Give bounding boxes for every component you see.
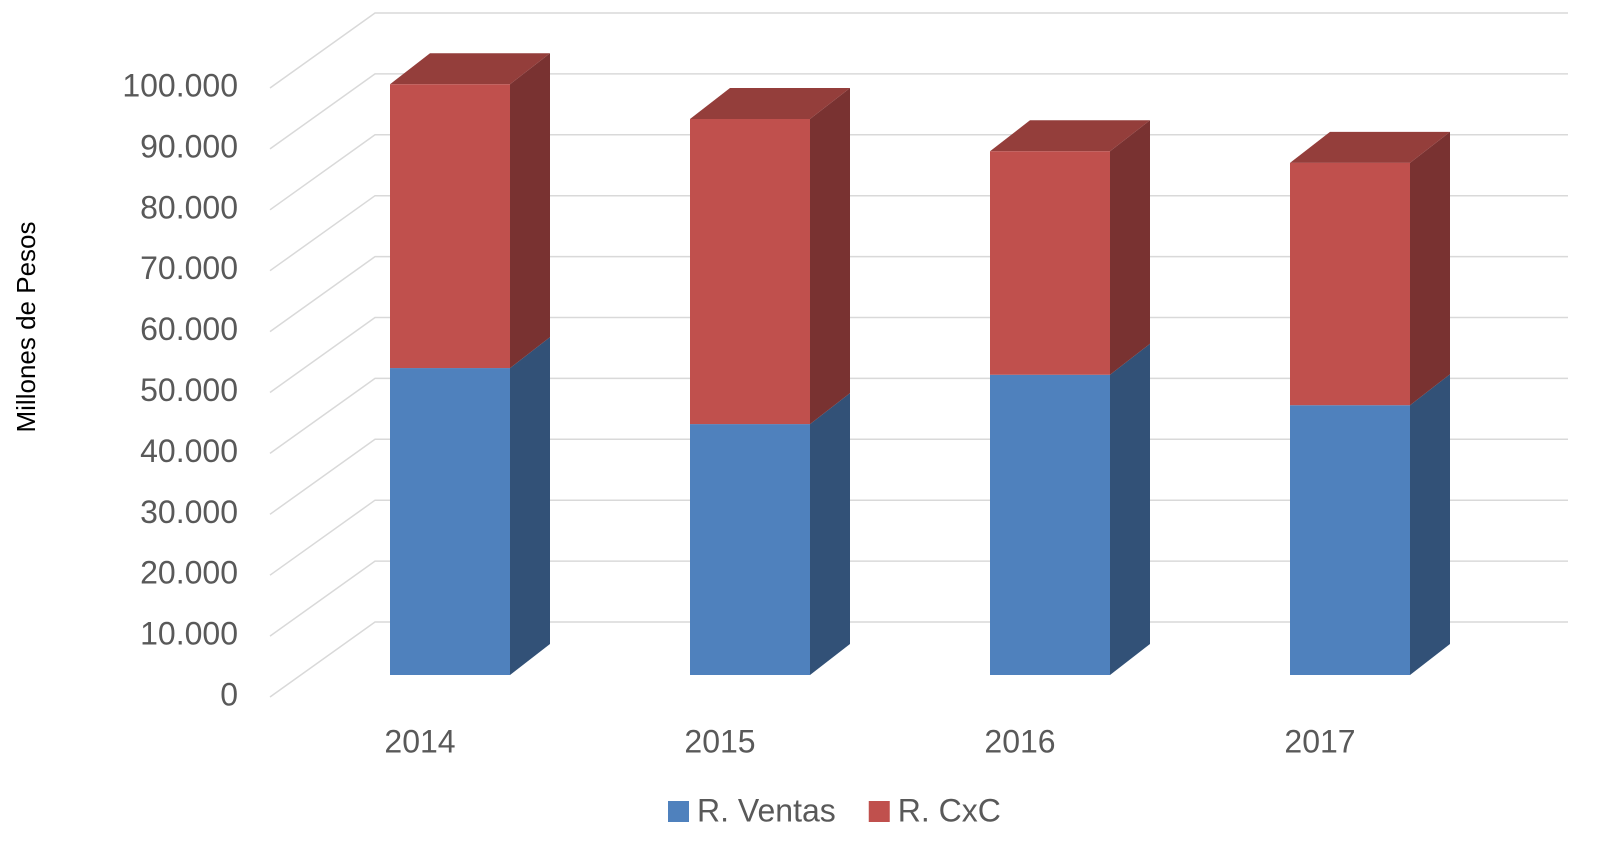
grid-line <box>269 134 1568 211</box>
bar-side <box>1410 374 1450 675</box>
bar <box>690 424 810 675</box>
y-axis-label: Millones de Pesos <box>11 222 41 433</box>
bar <box>990 151 1110 375</box>
y-tick-label: 90.000 <box>140 128 238 164</box>
bar <box>390 368 510 675</box>
grid-line <box>269 560 1568 637</box>
y-tick-label: 80.000 <box>140 189 238 225</box>
x-tick-label: 2016 <box>984 723 1055 759</box>
grid-line <box>269 316 1568 394</box>
x-tick-label: 2017 <box>1284 723 1355 759</box>
grid-line <box>269 621 1568 698</box>
grid-line <box>269 255 1568 333</box>
legend-label: R. Ventas <box>697 792 836 828</box>
bar-side <box>1110 120 1150 375</box>
legend-swatch <box>868 801 890 822</box>
y-tick-label: 30.000 <box>140 494 238 530</box>
bar <box>1290 405 1410 675</box>
bar <box>990 374 1110 675</box>
bar-top <box>990 120 1150 152</box>
y-tick-label: 0 <box>220 676 238 712</box>
grid-line <box>269 73 1568 150</box>
bar-side <box>1110 343 1150 675</box>
y-tick-label: 70.000 <box>140 250 238 286</box>
y-tick-label: 100.000 <box>122 67 238 103</box>
y-tick-label: 40.000 <box>140 433 238 469</box>
bar <box>1290 162 1410 406</box>
legend-label: R. CxC <box>898 792 1001 828</box>
grid-line <box>269 438 1568 515</box>
y-tick-label: 10.000 <box>140 616 238 652</box>
x-tick-label: 2014 <box>384 723 455 759</box>
grid-line <box>269 377 1568 455</box>
grid-line <box>269 194 1568 272</box>
bar-side <box>810 393 850 675</box>
legend-swatch <box>668 801 689 822</box>
x-tick-label: 2015 <box>684 723 755 759</box>
bar-side <box>810 87 850 425</box>
bar-side <box>510 53 550 369</box>
y-tick-label: 50.000 <box>140 372 238 408</box>
bar-top <box>1290 131 1450 163</box>
grid-line <box>269 12 1568 89</box>
bar-side <box>1410 131 1450 406</box>
bar-top <box>690 87 850 119</box>
bar-side <box>510 337 550 675</box>
y-tick-label: 20.000 <box>140 555 238 591</box>
grid-line <box>269 499 1568 576</box>
bar <box>690 118 810 425</box>
bar-top <box>390 53 550 85</box>
y-tick-label: 60.000 <box>140 311 238 347</box>
bar <box>390 84 510 369</box>
